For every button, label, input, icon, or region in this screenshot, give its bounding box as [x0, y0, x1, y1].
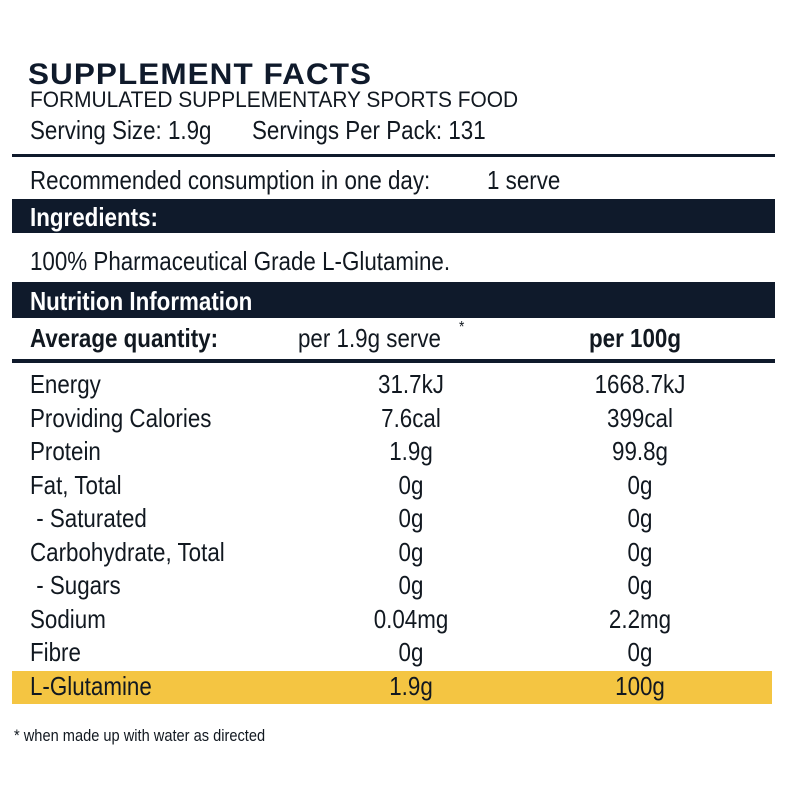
- column-header: Average quantity:: [30, 323, 219, 353]
- serving-size: Serving Size: 1.9g: [30, 115, 212, 145]
- nutrient-name: L-Glutamine: [30, 670, 152, 701]
- column-header: per 1.9g serve: [298, 323, 441, 353]
- ingredients-heading: Ingredients:: [30, 202, 158, 232]
- recommended-value: 1 serve: [487, 165, 561, 195]
- nutrition-heading: Nutrition Information: [30, 286, 253, 316]
- per-100g: 0g: [627, 637, 653, 667]
- divider: [12, 154, 775, 157]
- recommended-label: Recommended consumption in one day:: [30, 165, 431, 195]
- nutrient-name: - Saturated: [30, 503, 147, 533]
- nutrient-name: Fat, Total: [30, 469, 122, 500]
- nutrient-name: Protein: [30, 436, 101, 466]
- per-serve: 1.9g: [389, 436, 433, 466]
- per-serve: 0g: [398, 570, 424, 600]
- nutrient-name: Energy: [30, 369, 101, 399]
- servings-per-pack: Servings Per Pack: 131: [252, 115, 486, 145]
- column-header: per 100g: [589, 323, 681, 353]
- nutrient-name: Sodium: [30, 603, 106, 634]
- nutrient-name: Fibre: [30, 637, 81, 667]
- per-100g: 99.8g: [612, 436, 668, 466]
- ingredients-bar: [12, 199, 775, 233]
- per-100g: 0g: [627, 570, 653, 600]
- column-note: *: [459, 319, 465, 336]
- subtitle: FORMULATED SUPPLEMENTARY SPORTS FOOD: [30, 87, 519, 112]
- title: SUPPLEMENT FACTS: [28, 58, 373, 91]
- per-serve: 0g: [398, 637, 424, 667]
- per-serve: 0g: [398, 503, 424, 533]
- per-100g: 2.2mg: [608, 603, 672, 634]
- ingredients-text: 100% Pharmaceutical Grade L-Glutamine.: [30, 246, 451, 276]
- per-100g: 0g: [627, 503, 653, 533]
- per-100g: 399cal: [607, 402, 673, 433]
- per-serve: 31.7kJ: [378, 369, 444, 399]
- footnote: * when made up with water as directed: [14, 726, 266, 745]
- per-serve: 0.04mg: [373, 603, 449, 634]
- per-serve: 7.6cal: [381, 402, 441, 433]
- per-100g: 100g: [615, 670, 665, 701]
- per-serve: 1.9g: [389, 670, 433, 701]
- nutrient-name: Carbohydrate, Total: [30, 536, 225, 567]
- per-100g: 0g: [627, 469, 653, 500]
- per-100g: 0g: [627, 536, 653, 567]
- nutrition-bar: [12, 282, 775, 318]
- nutrient-name: - Sugars: [30, 570, 121, 600]
- divider: [12, 359, 775, 363]
- nutrient-name: Providing Calories: [30, 402, 212, 433]
- per-serve: 0g: [398, 469, 424, 500]
- per-100g: 1668.7kJ: [594, 369, 686, 399]
- per-serve: 0g: [398, 536, 424, 567]
- highlight: [12, 670, 772, 704]
